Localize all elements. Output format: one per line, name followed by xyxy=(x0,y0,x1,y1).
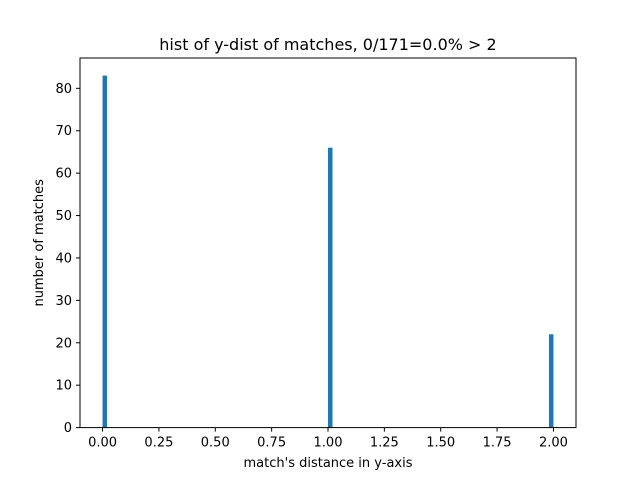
bars-group xyxy=(102,75,554,428)
y-tick-label: 70 xyxy=(55,124,72,139)
histogram-bar-0 xyxy=(102,75,108,428)
y-tick-label: 10 xyxy=(55,379,72,394)
chart-title: hist of y-dist of matches, 0/171=0.0% > … xyxy=(159,35,496,54)
x-tick-label: 0.75 xyxy=(257,436,286,451)
histogram-bar-1 xyxy=(328,147,333,428)
y-tick-label: 30 xyxy=(55,294,72,309)
y-tick-label: 60 xyxy=(55,167,72,182)
y-axis-label: number of matches xyxy=(32,179,47,307)
y-tick-label: 40 xyxy=(55,251,72,266)
x-tick-label: 1.00 xyxy=(314,436,343,451)
x-tick-label: 1.75 xyxy=(483,436,512,451)
y-tick-label: 20 xyxy=(55,336,72,351)
x-tick-label: 1.50 xyxy=(426,436,455,451)
x-tick-label: 0.25 xyxy=(144,436,173,451)
x-tick-label: 0.50 xyxy=(201,436,230,451)
x-axis-ticks: 0.00 0.25 0.50 0.75 1.00 1.25 1.50 1.75 2.00 xyxy=(88,427,568,451)
x-tick-label: 1.25 xyxy=(370,436,399,451)
x-tick-label: 2.00 xyxy=(539,436,568,451)
y-tick-label: 0 xyxy=(64,421,72,436)
y-tick-label: 50 xyxy=(55,209,72,224)
histogram-bar-2 xyxy=(548,334,554,428)
y-axis-ticks: 0 10 20 30 40 50 60 70 80 xyxy=(55,82,80,436)
x-axis-label: match's distance in y-axis xyxy=(244,456,413,471)
y-tick-label: 80 xyxy=(55,82,72,97)
x-tick-label: 0.00 xyxy=(88,436,117,451)
